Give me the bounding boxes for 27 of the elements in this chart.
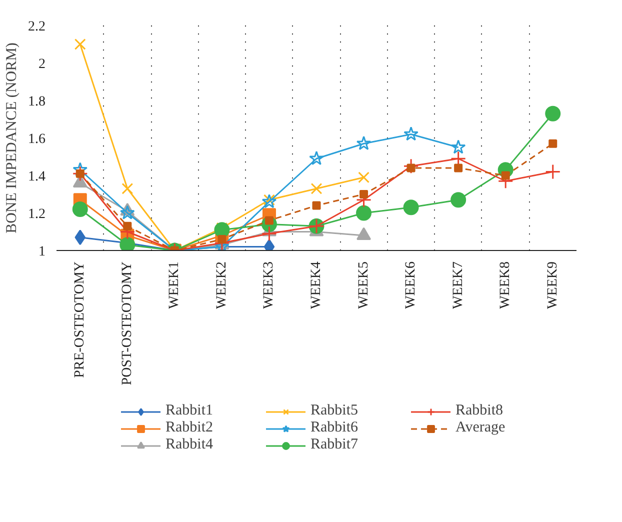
y-tick-label: 1.2 — [28, 207, 46, 222]
y-tick-label: 2.2 — [28, 20, 46, 34]
legend-label: Rabbit7 — [310, 436, 359, 454]
x-tick-label: WEEK6 — [404, 261, 419, 309]
x-tick-label: WEEK3 — [262, 261, 277, 309]
y-tick-label: 1.4 — [28, 170, 46, 184]
x-tick-label: WEEK8 — [498, 261, 514, 309]
x-tick-label: WEEK5 — [356, 261, 372, 309]
y-tick-label: 1.6 — [28, 132, 46, 147]
x-tick-label: POST-OSTEOTOMY — [120, 261, 135, 386]
x-tick-label: WEEK7 — [450, 261, 466, 309]
legend-label: Rabbit5 — [310, 402, 359, 420]
x-tick-label: PRE-OSTEOTOMY — [72, 261, 88, 378]
legend-label: Rabbit4 — [166, 436, 214, 454]
y-tick-label: 2 — [38, 57, 46, 72]
x-tick-label: WEEK2 — [214, 261, 230, 309]
legend-label: Rabbit8 — [456, 402, 504, 420]
y-axis-title: BONE IMPEDANCE (NORM) — [4, 42, 20, 234]
y-tick-label: 1 — [38, 244, 46, 260]
legend-label: Rabbit6 — [310, 420, 359, 436]
legend-label: Average — [456, 420, 506, 436]
x-tick-label: WEEK1 — [167, 261, 182, 309]
x-tick-label: WEEK9 — [545, 261, 560, 309]
legend-label: Rabbit2 — [166, 420, 214, 436]
x-tick-label: WEEK4 — [309, 261, 324, 309]
y-tick-label: 1.8 — [28, 94, 46, 110]
legend-label: Rabbit1 — [166, 402, 214, 420]
